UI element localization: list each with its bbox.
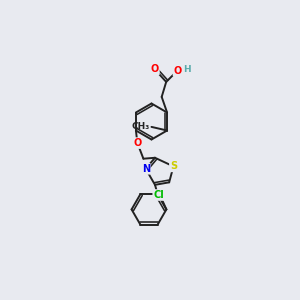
Text: S: S xyxy=(170,161,177,171)
Text: CH₃: CH₃ xyxy=(132,122,150,131)
Text: H: H xyxy=(183,64,190,74)
Text: O: O xyxy=(151,64,159,74)
Text: N: N xyxy=(142,164,150,174)
Text: O: O xyxy=(173,65,182,76)
Text: Cl: Cl xyxy=(153,190,164,200)
Text: O: O xyxy=(133,138,142,148)
